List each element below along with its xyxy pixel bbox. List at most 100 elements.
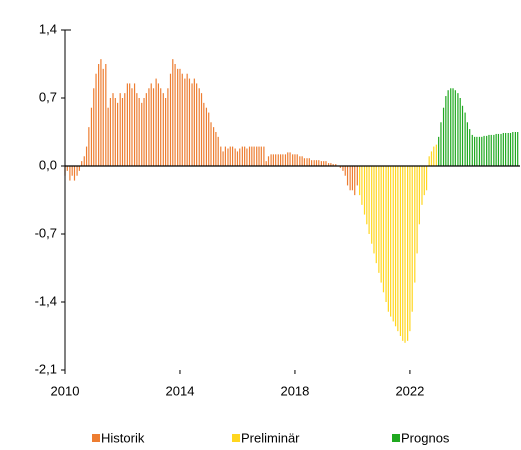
bar — [78, 166, 80, 171]
bar — [131, 88, 133, 166]
bar — [359, 166, 361, 196]
legend-swatch — [92, 434, 100, 442]
bar — [418, 166, 420, 225]
bar — [433, 146, 435, 166]
bar — [397, 166, 399, 332]
bar — [323, 161, 325, 166]
bar — [447, 90, 449, 166]
bar — [452, 88, 454, 166]
bar — [301, 156, 303, 166]
bar — [459, 98, 461, 166]
bar — [445, 96, 447, 166]
bar — [213, 127, 215, 166]
bar — [292, 154, 294, 166]
bar — [258, 146, 260, 166]
bar — [224, 146, 226, 166]
bar — [464, 112, 466, 166]
bar — [277, 154, 279, 166]
bar — [282, 154, 284, 166]
bar — [138, 98, 140, 166]
bar — [481, 136, 483, 166]
bar — [157, 83, 160, 166]
bar — [244, 146, 246, 166]
bar — [339, 166, 341, 168]
bar — [141, 102, 143, 166]
bar — [263, 146, 265, 166]
bar — [109, 98, 112, 166]
bar — [241, 146, 243, 166]
legend-label: Historik — [101, 430, 145, 445]
bar — [208, 112, 210, 166]
bar — [66, 166, 68, 171]
bar — [155, 78, 157, 166]
bar — [517, 132, 519, 166]
bar — [124, 93, 126, 166]
bar — [272, 154, 274, 166]
bar — [71, 166, 73, 176]
bar — [143, 98, 145, 166]
bar — [248, 146, 251, 166]
bar — [181, 73, 183, 166]
bar — [450, 88, 452, 166]
bar — [423, 166, 425, 196]
bar — [409, 166, 411, 332]
bar — [167, 88, 169, 166]
bar — [136, 93, 138, 166]
bar — [169, 73, 172, 166]
bar — [196, 83, 198, 166]
bar — [105, 64, 107, 166]
bar — [236, 151, 239, 166]
bar — [174, 64, 176, 166]
bar — [497, 133, 500, 166]
bar — [371, 166, 373, 244]
bar — [100, 59, 102, 167]
bar — [514, 132, 516, 166]
bar — [454, 90, 456, 166]
bar — [200, 93, 203, 166]
bar — [380, 166, 382, 283]
bar — [363, 166, 366, 215]
bar — [260, 146, 262, 166]
bar — [318, 160, 320, 166]
bar — [265, 161, 267, 166]
bar — [287, 152, 289, 166]
bar — [267, 156, 270, 166]
bar — [335, 164, 337, 166]
bar — [303, 158, 306, 166]
bar — [399, 166, 402, 336]
bar — [88, 127, 90, 166]
bar — [129, 83, 131, 166]
bar — [289, 152, 291, 166]
bar — [411, 166, 413, 312]
bar — [119, 93, 121, 166]
bar — [162, 93, 164, 166]
bar — [299, 156, 301, 166]
bar — [442, 107, 445, 166]
x-tick-label: 2022 — [395, 383, 424, 398]
bar — [375, 166, 377, 264]
bar — [402, 166, 404, 341]
bar — [205, 107, 208, 166]
bar — [308, 158, 310, 166]
bar — [231, 146, 234, 166]
bar — [469, 129, 471, 166]
bar — [294, 154, 296, 166]
bar — [227, 148, 229, 166]
bar — [229, 146, 231, 166]
bar — [107, 107, 109, 166]
bar — [457, 93, 459, 166]
bar — [507, 132, 509, 166]
bar — [440, 122, 442, 166]
bar — [311, 160, 313, 166]
bar — [428, 156, 430, 166]
bar — [430, 151, 433, 166]
bar — [473, 136, 476, 166]
bar — [217, 136, 219, 166]
bar — [114, 98, 116, 166]
bar — [315, 160, 318, 166]
bar — [239, 148, 241, 166]
bar — [177, 68, 179, 166]
bar — [188, 78, 191, 166]
y-tick-label: -1,4 — [35, 293, 57, 308]
